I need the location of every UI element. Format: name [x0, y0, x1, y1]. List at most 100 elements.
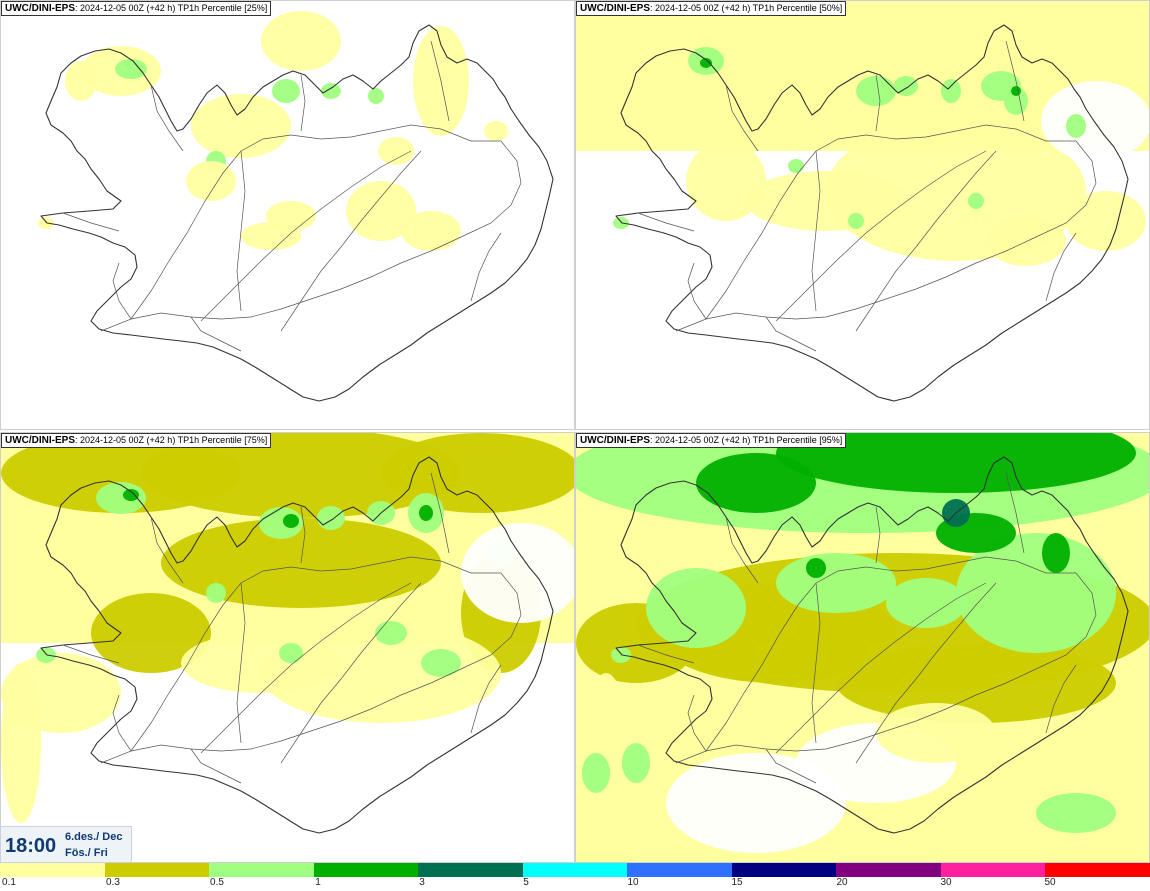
model-name: UWC/DINI-EPS — [5, 3, 75, 14]
precip-colorbar — [0, 863, 1150, 877]
precip-area — [941, 79, 961, 103]
road-line — [687, 694, 707, 752]
colorbar-segment — [209, 863, 314, 877]
run-info: : 2024-12-05 00Z (+42 h) — [75, 435, 176, 445]
precip-area — [261, 11, 341, 71]
road-line — [130, 124, 501, 320]
precip-area — [876, 703, 996, 763]
precip-area — [96, 482, 146, 514]
precip-map — [1, 433, 574, 834]
colorbar-segment — [313, 863, 419, 877]
road-line — [236, 582, 246, 744]
colorbar-segment — [836, 863, 941, 877]
road-line — [190, 748, 242, 784]
road-line — [300, 74, 306, 132]
precip-shading — [1, 433, 574, 823]
colorbar-tick: 1 — [315, 877, 321, 888]
precip-map — [576, 433, 1149, 862]
road-line — [100, 572, 522, 764]
road-line — [280, 150, 422, 332]
precip-area — [381, 433, 574, 513]
road-line — [280, 582, 422, 764]
colorbar-segment — [104, 863, 210, 877]
precip-area — [968, 193, 984, 209]
road-line — [1045, 232, 1077, 302]
road-line — [675, 572, 1097, 764]
road-line — [775, 150, 987, 322]
road-line — [112, 262, 132, 320]
precip-area — [375, 621, 407, 645]
precip-area — [776, 553, 896, 613]
colorbar-segment — [0, 863, 105, 877]
precip-area — [378, 137, 414, 165]
panel-title: UWC/DINI-EPS: 2024-12-05 00Z (+42 h) TP1… — [576, 1, 847, 16]
precip-area — [317, 506, 345, 530]
road-line — [725, 516, 759, 584]
precip-area — [886, 578, 966, 628]
road-network — [62, 472, 522, 784]
panel-title: UWC/DINI-EPS: 2024-12-05 00Z (+42 h) TP1… — [576, 433, 847, 448]
road-line — [811, 582, 821, 744]
precip-map — [38, 11, 554, 402]
road-line — [637, 212, 695, 232]
colorbar-segment — [522, 863, 628, 877]
run-info: : 2024-12-05 00Z (+42 h) — [75, 3, 176, 13]
precip-shading — [38, 11, 508, 251]
precip-area — [1004, 87, 1028, 115]
road-line — [100, 140, 522, 332]
precip-area — [401, 211, 461, 251]
precip-area — [836, 643, 1116, 723]
run-info: : 2024-12-05 00Z (+42 h) — [650, 435, 751, 445]
precip-area — [419, 505, 433, 521]
road-line — [687, 262, 707, 320]
precip-area — [1036, 793, 1116, 833]
precip-area — [484, 121, 508, 141]
colorbar-tick: 0.5 — [210, 877, 224, 888]
road-line — [130, 556, 501, 752]
road-line — [62, 212, 120, 232]
precip-area — [856, 76, 896, 106]
precip-area — [346, 181, 416, 241]
precip-area — [894, 76, 918, 96]
road-line — [470, 232, 502, 302]
panel-title: UWC/DINI-EPS: 2024-12-05 00Z (+42 h) TP1… — [1, 1, 272, 16]
road-line — [470, 664, 502, 734]
precip-area — [746, 171, 906, 231]
road-line — [725, 84, 759, 152]
precip-area — [283, 514, 299, 528]
valid-time-box: 18:00 6.des./ Dec Fös./ Fri — [0, 826, 132, 863]
colorbar-segment — [418, 863, 523, 877]
precip-area — [368, 88, 384, 104]
road-line — [1045, 664, 1077, 734]
road-line — [637, 644, 695, 664]
precip-area — [461, 523, 574, 623]
percentile-label: TP1h Percentile [95%] — [750, 435, 843, 445]
precip-area — [986, 216, 1066, 266]
precip-area — [186, 161, 236, 201]
road-line — [430, 40, 450, 122]
road-network — [637, 40, 1097, 352]
precip-area — [123, 489, 139, 501]
road-line — [62, 644, 120, 664]
precip-area — [1066, 114, 1086, 138]
road-line — [236, 150, 246, 312]
colorbar-tick: 0.1 — [2, 877, 16, 888]
coastline — [615, 456, 1129, 834]
precip-area — [611, 647, 631, 663]
precip-area — [700, 58, 712, 68]
road-line — [875, 506, 881, 564]
precip-area — [115, 59, 147, 79]
road-network — [62, 40, 522, 352]
precip-area — [36, 647, 56, 663]
road-line — [150, 516, 184, 584]
road-line — [1005, 472, 1025, 554]
precip-area — [91, 593, 211, 673]
road-line — [190, 316, 242, 352]
colorbar-segment — [940, 863, 1046, 877]
colorbar-tick: 50 — [1044, 877, 1056, 888]
colorbar-tick: 30 — [940, 877, 952, 888]
valid-day: Fös./ Fri — [65, 847, 108, 859]
colorbar-segment — [731, 863, 837, 877]
precip-area — [38, 217, 54, 229]
precip-area — [191, 94, 291, 158]
